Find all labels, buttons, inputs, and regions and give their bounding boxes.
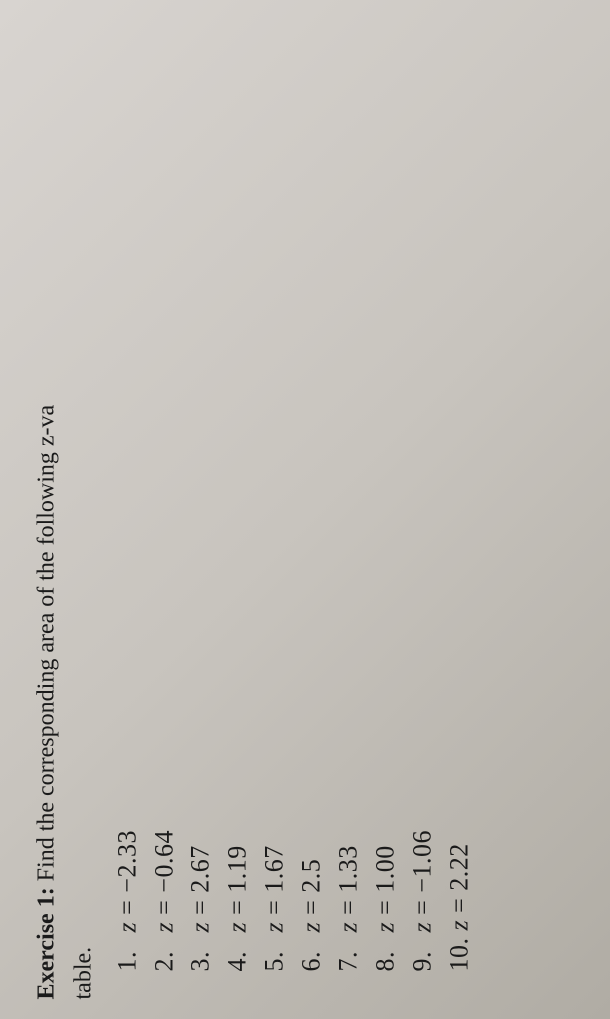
exercise-label: Exercise 1:: [33, 887, 59, 999]
z-variable: z: [333, 921, 362, 932]
item-number: 2.: [146, 939, 183, 971]
z-value: −0.64: [149, 830, 178, 893]
z-variable: z: [185, 921, 214, 932]
equals-sign: =: [112, 899, 141, 914]
list-item: 2. z = −0.64: [146, 20, 183, 971]
z-value: 1.33: [333, 845, 362, 893]
z-variable: z: [407, 921, 436, 932]
list-item: 9. z = −1.06: [404, 20, 441, 971]
z-value: −2.33: [112, 830, 141, 893]
item-number: 7.: [330, 939, 367, 971]
equals-sign: =: [259, 899, 288, 914]
item-number: 1.: [109, 939, 146, 971]
list-item: 4. z = 1.19: [219, 20, 256, 971]
list-item: 8. z = 1.00: [367, 20, 404, 971]
z-value: 2.67: [185, 845, 214, 893]
z-value: 1.00: [370, 845, 399, 893]
equals-sign: =: [370, 899, 399, 914]
equals-sign: =: [296, 899, 325, 914]
equals-sign: =: [407, 899, 436, 914]
page-content: Exercise 1: Find the corresponding area …: [0, 0, 610, 1019]
item-number: 5.: [256, 939, 293, 971]
list-item: 5. z = 1.67: [256, 20, 293, 971]
equals-sign: =: [149, 899, 178, 914]
z-variable: z: [112, 921, 141, 932]
z-value: 2.22: [444, 843, 473, 891]
equals-sign: =: [333, 899, 362, 914]
z-value: 1.67: [259, 845, 288, 893]
exercise-heading: Exercise 1: Find the corresponding area …: [30, 20, 64, 999]
z-value: 1.19: [222, 845, 251, 893]
z-variable: z: [444, 919, 473, 930]
item-number: 8.: [367, 939, 404, 971]
z-value: −1.06: [407, 830, 436, 893]
item-number: 9.: [404, 939, 441, 971]
z-variable: z: [149, 921, 178, 932]
item-list: 1. z = −2.33 2. z = −0.64 3. z = 2.67 4.…: [109, 20, 478, 971]
equals-sign: =: [444, 897, 473, 912]
item-number: 6.: [293, 939, 330, 971]
list-item: 7. z = 1.33: [330, 20, 367, 971]
list-item: 1. z = −2.33: [109, 20, 146, 971]
item-number: 4.: [219, 939, 256, 971]
z-variable: z: [370, 921, 399, 932]
list-item: 10. z = 2.22: [441, 20, 478, 971]
list-item: 6. z = 2.5: [293, 20, 330, 971]
z-variable: z: [296, 921, 325, 932]
exercise-instruction: Find the corresponding area of the follo…: [33, 404, 59, 881]
z-variable: z: [259, 921, 288, 932]
list-item: 3. z = 2.67: [182, 20, 219, 971]
item-number: 3.: [182, 939, 219, 971]
equals-sign: =: [185, 899, 214, 914]
z-variable: z: [222, 921, 251, 932]
exercise-continuation: table.: [70, 20, 97, 999]
z-value: 2.5: [296, 858, 325, 892]
item-number: 10.: [441, 937, 478, 971]
equals-sign: =: [222, 899, 251, 914]
